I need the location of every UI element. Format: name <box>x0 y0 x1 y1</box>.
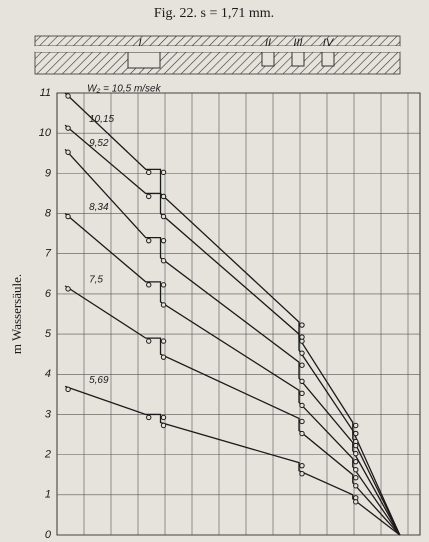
data-point <box>146 414 152 421</box>
series-line <box>64 148 401 536</box>
series-label: 7,5 <box>89 275 103 286</box>
y-axis-label: m Wassersäule. <box>9 274 24 354</box>
series-line <box>64 92 401 536</box>
series-label: 9,52 <box>89 138 109 149</box>
data-point <box>299 378 305 384</box>
data-point <box>65 286 71 292</box>
data-point <box>299 334 305 340</box>
y-tick-label: 11 <box>40 87 51 99</box>
series-line <box>64 385 401 536</box>
data-point <box>65 386 71 393</box>
diagram-label: I <box>138 37 141 49</box>
data-point <box>65 149 71 155</box>
data-point <box>299 430 305 437</box>
y-tick-label: 6 <box>45 288 52 300</box>
y-tick-label: 0 <box>45 529 52 541</box>
data-point <box>299 471 305 477</box>
series-line <box>64 213 401 536</box>
data-point <box>160 213 167 220</box>
data-point <box>353 458 359 465</box>
y-tick-label: 10 <box>39 127 52 139</box>
data-point <box>160 169 167 176</box>
data-point <box>65 93 71 99</box>
data-point <box>299 362 305 368</box>
y-tick-label: 2 <box>44 449 51 461</box>
y-tick-label: 3 <box>45 408 52 420</box>
data-point <box>299 418 305 425</box>
series-label: 5,69 <box>89 375 109 386</box>
data-point <box>353 442 359 449</box>
data-point <box>160 282 167 288</box>
y-tick-label: 7 <box>45 248 52 260</box>
data-point <box>299 462 305 469</box>
data-point <box>353 422 359 429</box>
diagram-label: II <box>265 37 271 49</box>
data-point <box>353 499 359 505</box>
data-point <box>160 237 167 244</box>
y-tick-label: 4 <box>45 368 51 380</box>
series-label: 8,34 <box>89 202 109 213</box>
series-line <box>64 285 401 536</box>
data-point <box>160 354 167 360</box>
data-point <box>299 322 305 328</box>
plot-frame <box>56 92 421 536</box>
data-point <box>299 390 305 397</box>
data-point <box>160 414 167 421</box>
diagram-label: IV <box>323 37 335 49</box>
data-point <box>65 213 71 220</box>
series-label: W₂ = 10,5 m/sek <box>87 84 162 95</box>
data-point <box>353 450 359 457</box>
data-point <box>146 193 152 200</box>
series-label: 10,15 <box>89 114 114 125</box>
data-point <box>353 466 359 473</box>
diagram-label: III <box>293 37 302 49</box>
data-point <box>299 402 305 409</box>
data-point <box>146 338 152 344</box>
data-point <box>160 258 167 264</box>
data-point <box>353 483 359 489</box>
data-point <box>146 237 152 244</box>
data-point <box>65 125 71 131</box>
y-tick-label: 1 <box>45 489 51 501</box>
data-point <box>160 338 167 344</box>
data-point <box>299 350 305 356</box>
data-point <box>353 475 359 481</box>
y-tick-label: 9 <box>45 167 51 179</box>
series-line <box>64 124 401 536</box>
data-point <box>160 302 167 308</box>
data-point <box>353 430 359 437</box>
y-tick-label: 5 <box>45 328 52 340</box>
data-point <box>146 282 152 288</box>
chart-title: Fig. 22. s = 1,71 mm. <box>154 6 274 21</box>
labyrinth-diagram <box>34 35 401 75</box>
y-tick-label: 8 <box>45 207 52 219</box>
data-point <box>160 193 167 200</box>
data-point <box>160 422 167 429</box>
data-point <box>146 169 152 176</box>
